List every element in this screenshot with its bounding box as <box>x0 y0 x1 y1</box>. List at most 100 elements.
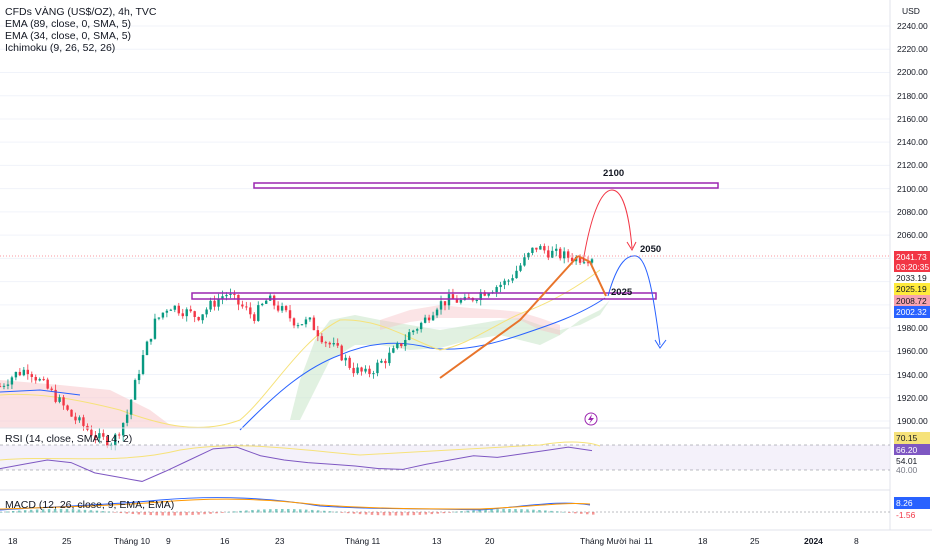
y-tick: 2100.00 <box>897 183 928 194</box>
price-countdown: 03:20:35 <box>896 262 930 272</box>
candle-body <box>408 332 411 340</box>
candle-body <box>507 280 510 282</box>
candle-body <box>539 246 542 250</box>
macd-bar <box>47 509 51 513</box>
x-tick: 11 <box>644 536 653 546</box>
y-tick: 2140.00 <box>897 137 928 148</box>
macd-bar <box>562 511 565 513</box>
candle-body <box>368 368 371 374</box>
macd-bar <box>358 512 362 515</box>
macd-bar <box>328 511 332 513</box>
candle-body <box>106 436 109 447</box>
macd-bar <box>221 512 224 513</box>
y-tick: 2080.00 <box>897 206 928 217</box>
ema-89-line <box>239 297 606 431</box>
candle-body <box>582 262 586 264</box>
candle-body <box>169 309 173 311</box>
candle-body <box>451 294 455 299</box>
x-tick: 23 <box>275 536 285 546</box>
candle-body <box>435 309 439 316</box>
candle-body <box>90 429 93 436</box>
macd-bar <box>35 509 39 513</box>
ema-34-line <box>0 269 601 428</box>
candle-body <box>459 299 463 303</box>
macd-bar <box>179 512 182 516</box>
candle-body <box>388 352 391 364</box>
macd-bar <box>442 512 446 514</box>
macd-bar <box>233 511 236 513</box>
candle-body <box>141 355 145 374</box>
zone-2100 <box>253 182 719 189</box>
candle-body <box>392 348 395 353</box>
y-tick: 2240.00 <box>897 21 928 31</box>
y-tick: 1960.00 <box>897 346 928 357</box>
candle-body <box>189 309 192 312</box>
macd-bar <box>526 509 529 513</box>
annotation-2025: 2025 <box>611 287 633 298</box>
candle-body <box>439 301 443 310</box>
currency-label: USD <box>902 6 920 16</box>
macd-bar <box>275 509 278 513</box>
macd-histogram <box>0 509 595 516</box>
macd-bar <box>263 509 266 513</box>
x-tick: 16 <box>220 536 230 546</box>
candle-body <box>300 324 304 326</box>
macd-bar <box>5 511 9 513</box>
candle-body <box>336 343 339 346</box>
macd-bar <box>71 509 75 513</box>
macd-bar <box>436 512 440 514</box>
candle-body <box>133 380 137 400</box>
y-tick: 2120.00 <box>897 160 928 171</box>
macd-bar <box>191 512 194 515</box>
x-tick: 9 <box>166 536 171 546</box>
macd-bar <box>466 510 469 513</box>
candle-body <box>360 367 363 372</box>
candle-body <box>30 374 33 377</box>
rsi-badge-1: 70.15 <box>894 432 930 444</box>
candle-body <box>54 389 57 402</box>
candle-body <box>566 251 570 258</box>
macd-bar <box>544 510 547 513</box>
annotation-2100: 2100 <box>603 168 625 179</box>
candle-body <box>42 379 45 381</box>
macd-bar <box>364 512 368 515</box>
candle-body <box>137 373 141 381</box>
candle-body <box>46 379 49 389</box>
candle-body <box>447 294 451 306</box>
candle-body <box>547 250 550 258</box>
candle-body <box>324 342 327 344</box>
projection-blue <box>607 255 661 346</box>
candle-body <box>58 397 61 402</box>
candle-body <box>312 317 316 331</box>
candle-body <box>193 311 196 317</box>
candle-body <box>38 379 41 381</box>
macd-bar <box>322 510 326 513</box>
candle-body <box>296 325 300 327</box>
candle-body <box>157 317 161 319</box>
macd-bar <box>59 509 63 513</box>
macd-bar <box>89 510 93 513</box>
macd-bar <box>215 512 218 514</box>
macd-bar <box>394 512 398 516</box>
macd-bar <box>370 512 374 515</box>
indicator-ema34: EMA (34, close, 0, SMA, 5) <box>5 30 132 42</box>
trend-arrow-down <box>577 255 607 297</box>
macd-bar <box>17 510 21 513</box>
projection-red-head <box>626 241 637 252</box>
x-tick: Tháng 10 <box>114 536 150 546</box>
macd-bar <box>580 512 583 514</box>
rsi-badge-4: 40.00 <box>894 464 930 476</box>
macd-badge-1: 8.26 <box>894 497 930 509</box>
rsi-label: RSI (14, close, SMA, 14, 2) <box>5 433 133 445</box>
y-tick: 2160.00 <box>897 113 928 124</box>
macd-badge-2: -1.56 <box>894 509 930 521</box>
macd-bar <box>41 509 45 513</box>
candle-body <box>479 292 482 300</box>
candle-body <box>280 306 284 311</box>
macd-signal <box>0 498 591 510</box>
x-tick: 20 <box>485 536 495 546</box>
candle-body <box>18 371 22 376</box>
trend-arrow-up <box>439 255 579 379</box>
candle-body <box>467 297 471 299</box>
